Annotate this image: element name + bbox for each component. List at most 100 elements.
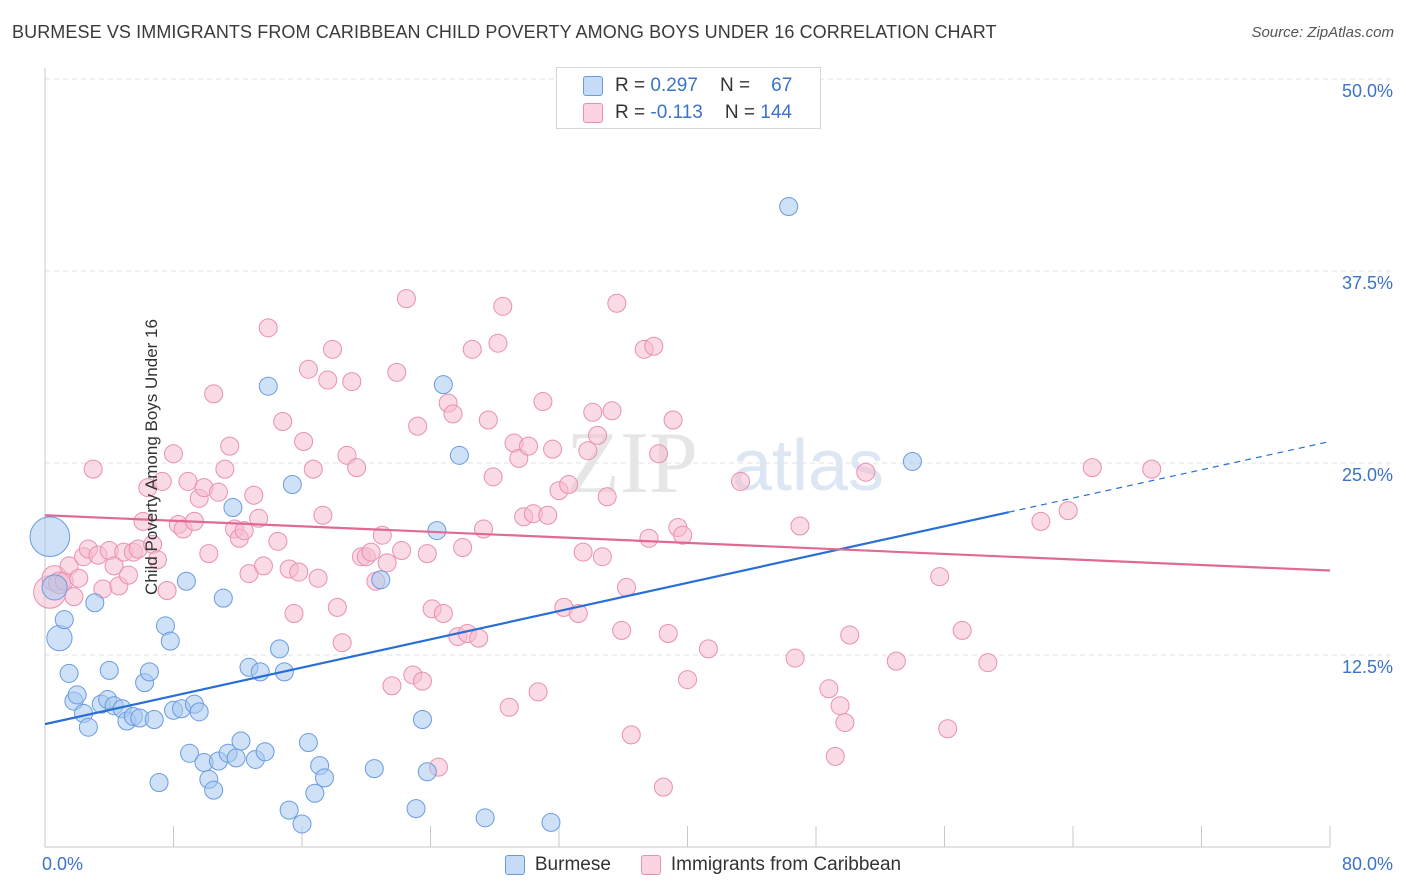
point-caribbean [294,431,314,451]
point-caribbean [607,293,627,313]
point-burmese [85,593,105,613]
point-caribbean [478,410,498,430]
point-burmese [282,475,302,495]
point-caribbean [382,676,402,696]
point-burmese [305,783,325,803]
swatch-caribbean [583,103,603,123]
point-caribbean [1142,459,1162,479]
legend-item-caribbean[interactable]: Immigrants from Caribbean [640,854,902,876]
point-caribbean [318,370,338,390]
point-caribbean [835,713,855,733]
point-burmese [279,800,299,820]
point-caribbean [483,467,503,487]
point-burmese [258,376,278,396]
point-caribbean [573,542,593,562]
point-caribbean [268,531,288,551]
point-caribbean [819,679,839,699]
point-burmese [314,768,334,788]
r-value: 0.297 [650,75,698,96]
point-caribbean [417,544,437,564]
point-caribbean [488,333,508,353]
trend-lines [44,440,1331,726]
point-burmese [41,574,68,601]
point-caribbean [938,719,958,739]
swatch-burmese [583,76,603,96]
legend-item-burmese[interactable]: Burmese [504,854,611,876]
point-caribbean [64,587,84,607]
point-caribbean [443,404,463,424]
point-caribbean [164,444,183,464]
point-caribbean [453,537,473,557]
point-burmese [371,570,391,590]
point-caribbean [518,436,538,456]
point-caribbean [83,459,103,479]
point-caribbean [157,580,177,600]
point-caribbean [978,653,998,673]
series-legend: Burmese Immigrants from Caribbean [0,851,1406,879]
point-burmese [412,710,432,730]
y-tick-label: 50.0% [1342,81,1393,101]
point-caribbean [698,639,718,659]
point-caribbean [830,696,850,716]
point-caribbean [327,597,347,617]
point-caribbean [1082,458,1102,478]
trend-line-caribbean [44,514,1331,572]
point-caribbean [323,339,343,359]
swatch-caribbean [640,855,661,875]
point-caribbean [678,670,697,690]
y-axis-label: Child Poverty Among Boys Under 16 [141,319,161,595]
point-caribbean [493,296,513,316]
point-caribbean [597,487,617,507]
point-caribbean [1031,511,1051,531]
series-immigrants-from-caribbean [33,289,1162,797]
point-burmese [59,663,79,683]
point-caribbean [332,633,352,653]
series-burmese [29,196,922,834]
legend-label-burmese: Burmese [534,854,611,875]
point-burmese [231,731,251,751]
point-caribbean [204,384,224,404]
y-tick-label: 12.5% [1342,657,1393,677]
point-caribbean [298,359,318,379]
point-caribbean [930,567,950,587]
point-caribbean [612,620,632,640]
point-caribbean [559,475,579,495]
point-caribbean [616,577,636,597]
point-caribbean [152,471,172,491]
point-burmese [213,588,233,608]
point-caribbean [1058,501,1078,521]
n-label: N = [719,75,751,96]
stats-legend-row-burmese: R = 0.297 N = 67 [583,73,792,99]
legend-label-caribbean: Immigrants from Caribbean [670,854,902,875]
point-burmese [46,625,73,652]
point-caribbean [658,623,678,643]
point-caribbean [303,459,323,479]
point-burmese [427,521,447,541]
x-tick-label: 0.0% [42,854,83,874]
point-caribbean [273,412,293,432]
point-caribbean [639,528,659,548]
point-caribbean [785,648,805,668]
point-burmese [223,498,243,518]
point-caribbean [588,425,608,445]
point-burmese [149,772,169,792]
point-caribbean [387,362,407,382]
point-caribbean [133,511,153,531]
point-caribbean [462,339,482,359]
point-caribbean [147,550,167,570]
point-burmese [292,814,312,834]
point-caribbean [731,471,751,491]
point-caribbean [644,336,664,356]
point-caribbean [533,392,553,412]
point-caribbean [578,441,598,461]
point-caribbean [244,485,264,505]
r-label: R = [615,102,646,123]
point-caribbean [284,604,304,624]
y-tick-label: 37.5% [1342,273,1393,293]
trend-line-burmese-extension [1008,440,1331,513]
point-caribbean [412,671,432,691]
point-caribbean [308,568,328,588]
point-burmese [226,748,246,768]
point-burmese [255,742,275,762]
point-burmese [139,662,159,682]
